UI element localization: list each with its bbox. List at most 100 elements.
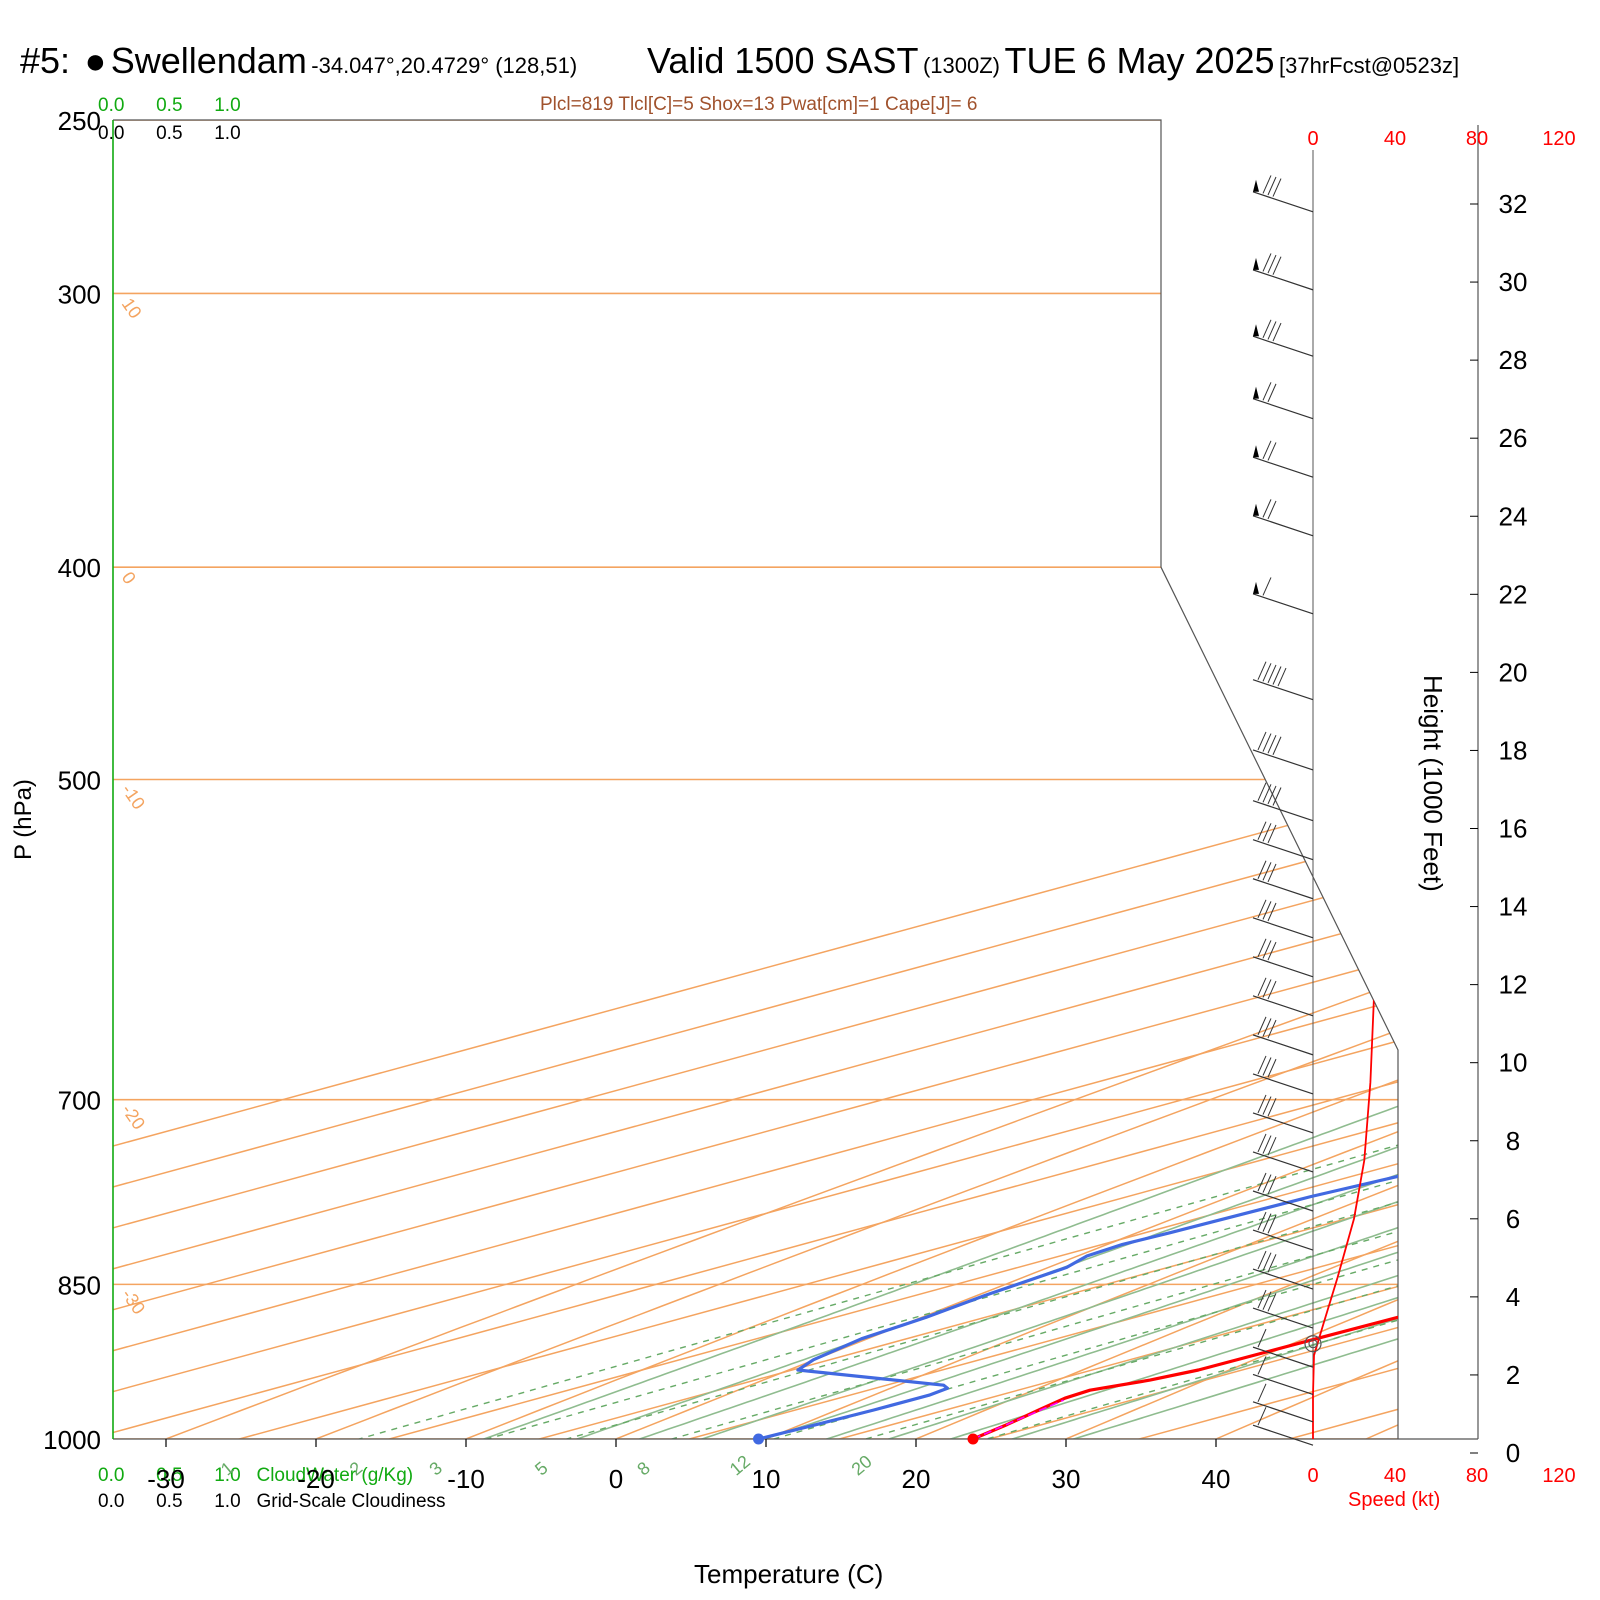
speed-tick-label: 80 [1466, 128, 1488, 150]
wind-barb-feather [1262, 733, 1272, 752]
x-axis-title: Temperature (C) [694, 1559, 884, 1589]
wind-barb-staff [1252, 1307, 1314, 1329]
speed-tick-label: 120 [1542, 128, 1575, 150]
wind-barb-feather [1272, 736, 1282, 755]
wind-barb-staff [1252, 917, 1314, 939]
wind-barb-staff [1252, 1151, 1314, 1173]
wind-barb-feather [1262, 1252, 1272, 1271]
wind-barb-feather [1262, 577, 1272, 596]
wind-barb [1252, 577, 1314, 615]
x-tick-label: 30 [1052, 1464, 1081, 1494]
cloudiness-tick: 1.0 [214, 1491, 241, 1512]
wind-barb [1252, 731, 1314, 771]
wind-barb [1252, 1356, 1314, 1396]
wind-barb [1252, 938, 1314, 978]
mixing-ratio-label: 5 [531, 1458, 552, 1480]
isotherm-line [113, 120, 1398, 1439]
wind-barb-feather [1262, 440, 1272, 460]
wind-barb [1252, 175, 1314, 213]
wind-barb-feather [1267, 734, 1277, 754]
forecast-tag: [37hrFcst@0523z] [1279, 53, 1460, 78]
wind-barb-flag [1253, 179, 1259, 192]
mixing-ratio-label: 1 [217, 1458, 238, 1480]
dry-adiabat-line [652, 120, 1398, 1439]
x-tick-label: -20 [297, 1464, 335, 1494]
isotherm-line [465, 120, 1398, 1439]
wind-barb-feather [1272, 178, 1282, 197]
cloudwater-tick: 1.0 [214, 95, 241, 116]
wind-barb-feather [1267, 1215, 1277, 1234]
isotherm-line [315, 120, 1398, 1439]
wind-barb-feather [1257, 821, 1267, 840]
isotherm-line [1215, 120, 1398, 1439]
isotherm-label: 10 [118, 294, 146, 322]
moist-adiabat-line [353, 120, 1398, 1439]
wind-barb-feather [1272, 322, 1282, 342]
wind-barb [1252, 382, 1314, 420]
speed-tick-label: 40 [1384, 128, 1406, 150]
isotherm-line [113, 120, 1398, 1439]
pressure-tick-label: 400 [58, 553, 101, 583]
wind-barb-staff [1252, 515, 1314, 537]
dry-adiabat-line [1414, 120, 1600, 1485]
cloudwater-tick: 0.5 [156, 95, 183, 116]
valid-time-bar: Valid 1500 SAST (1300Z) TUE 6 May 2025 [… [647, 40, 1459, 82]
wind-barb-feather [1257, 1055, 1267, 1075]
wind-barb-feather [1267, 824, 1277, 844]
isotherm-line [113, 120, 1398, 1439]
wind-barb [1252, 977, 1314, 1017]
wind-barb-feather [1267, 863, 1277, 883]
dewpoint-profile-line [758, 163, 1398, 1439]
wind-barb-feather [1257, 1133, 1267, 1153]
dry-adiabat-line [348, 120, 1398, 1439]
wind-barb-feather [1262, 979, 1272, 998]
wind-barb-staff [1252, 800, 1314, 822]
wind-barb-feather [1267, 1254, 1277, 1273]
wind-barb-flag [1253, 257, 1259, 270]
wind-barb-feather [1267, 1176, 1277, 1195]
temperature-profile-line [972, 163, 1398, 1439]
height-tick-label: 10 [1499, 1048, 1528, 1078]
calm-wind-inner-circle [1308, 1339, 1318, 1349]
station-dot-icon: ● [74, 40, 107, 81]
wind-barb [1252, 1383, 1314, 1423]
moist-adiabat-line [863, 120, 1398, 1439]
isotherm-line [915, 120, 1398, 1439]
x-tick-label: 0 [609, 1464, 623, 1494]
wind-barb-feather [1257, 860, 1267, 879]
isotherm-line [113, 120, 1398, 1439]
wind-barb-feather [1267, 1293, 1277, 1312]
wind-barb-feather [1262, 663, 1272, 682]
wind-barb-feather [1262, 862, 1272, 881]
mixing-ratio-label: 20 [848, 1451, 876, 1479]
cloudwater-scale-bottom: 0.0 0.5 1.0 CloudWater (g/Kg) [98, 1465, 413, 1487]
cloudwater-tick: 0.0 [98, 95, 125, 116]
dry-adiabat-line [1566, 120, 1600, 1485]
height-tick-label: 30 [1499, 267, 1528, 297]
cloudiness-tick: 0.0 [98, 123, 125, 144]
cloudiness-scale-top: 0.0 0.5 1.0 [98, 123, 241, 145]
mixing-ratio-label: 8 [633, 1458, 654, 1480]
mixing-ratio-label: 2 [346, 1458, 367, 1480]
wind-barb [1252, 661, 1314, 701]
height-tick-label: 8 [1506, 1126, 1520, 1156]
wind-barb-feather [1262, 382, 1272, 401]
valid-date: TUE 6 May 2025 [1004, 40, 1275, 81]
wind-barb-feather [1267, 383, 1277, 403]
height-tick-label: 12 [1499, 970, 1528, 1000]
wind-barb [1252, 253, 1314, 291]
wind-barb [1252, 1289, 1314, 1329]
speed-tick-label: 0 [1307, 1465, 1318, 1487]
cloudiness-tick: 0.5 [156, 123, 183, 144]
isotherm-label: -30 [118, 1285, 149, 1318]
cloudwater-tick: 0.5 [156, 1465, 183, 1486]
wind-barb-staff [1252, 398, 1314, 420]
isotherm-label: -20 [118, 1100, 149, 1133]
wind-barb-feather [1257, 1172, 1267, 1192]
wind-barb-flag [1253, 503, 1259, 516]
speed-axis-title: Speed (kt) [1348, 1489, 1441, 1511]
wind-barb-feather [1267, 664, 1277, 684]
wind-barb-feather [1267, 1097, 1277, 1117]
wind-barb-feather [1267, 176, 1277, 196]
dry-adiabat-line [500, 120, 1398, 1439]
